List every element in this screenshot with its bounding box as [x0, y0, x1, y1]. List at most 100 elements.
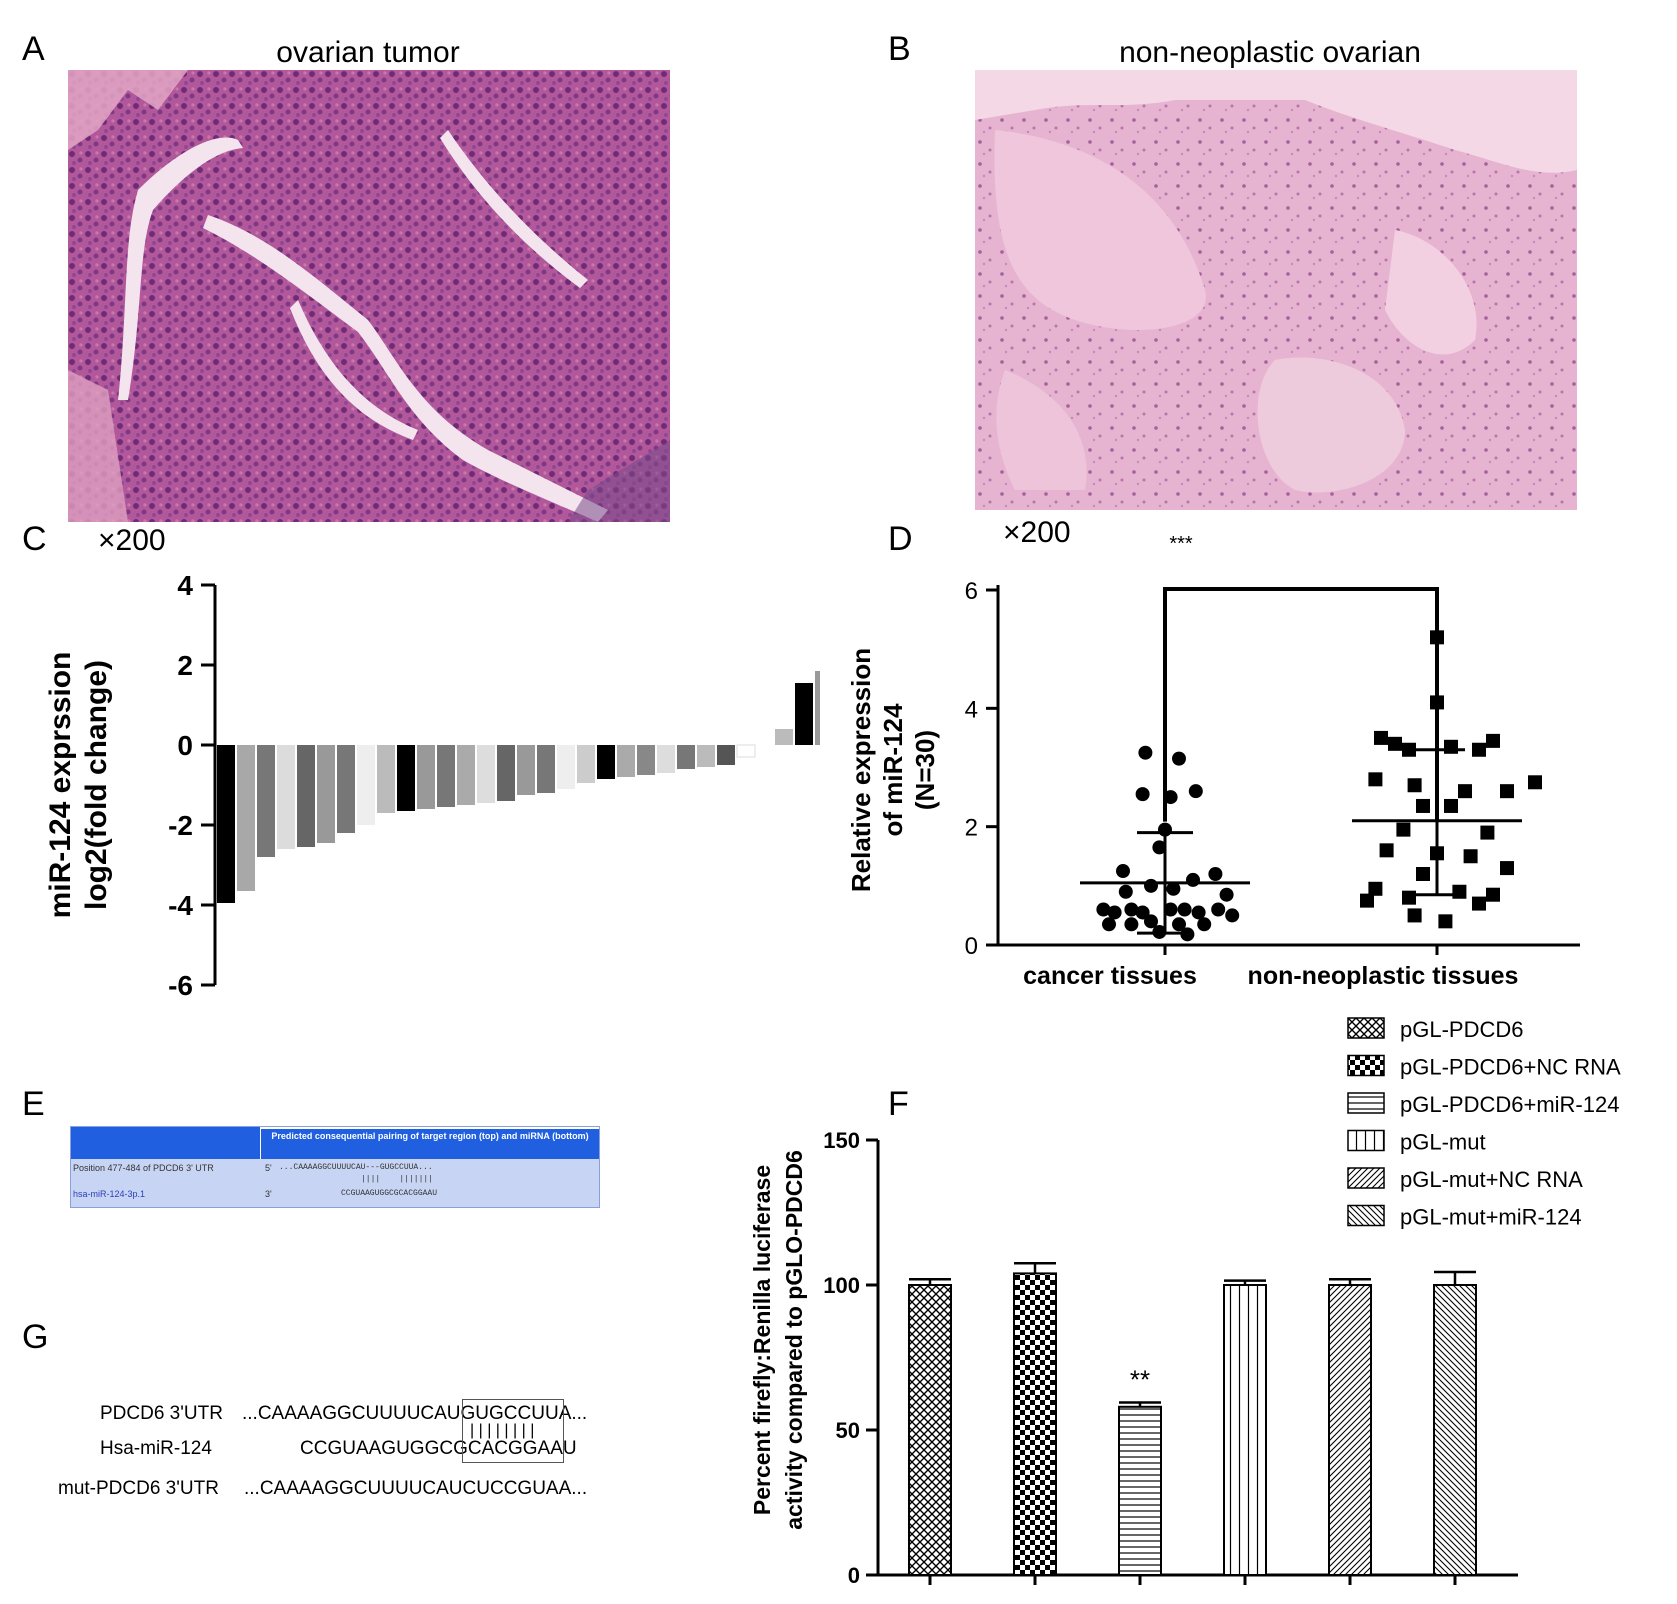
panel-b-title: non-neoplastic ovarian	[1119, 36, 1421, 69]
f-ylabel-line: Percent firefly:Renilla luciferase	[749, 1165, 775, 1515]
f-tick-label: 150	[823, 1128, 860, 1153]
d-ylabel-line: of miR-124	[878, 703, 908, 836]
d-bracket	[1163, 587, 1439, 822]
d-tick-label: 2	[965, 815, 978, 842]
f-legend-label: pGL-PDCD6+NC RNA	[1400, 1055, 1621, 1080]
d-point	[1388, 736, 1402, 751]
d-point	[1416, 867, 1430, 881]
d-point	[1407, 908, 1422, 923]
d-point	[1118, 884, 1133, 899]
d-point	[1172, 751, 1186, 766]
c-bar	[337, 745, 355, 833]
c-tick-label: -4	[168, 890, 193, 921]
d-point	[1107, 905, 1122, 920]
d-point	[1472, 742, 1486, 757]
f-tick-label: 50	[836, 1418, 860, 1443]
g-row1-name: PDCD6 3'UTR	[100, 1403, 223, 1424]
f-tick-label: 0	[848, 1563, 860, 1588]
d-x-label-normal: non-neoplastic tissues	[1248, 962, 1519, 990]
d-point	[1472, 896, 1486, 911]
panel-f-chart: Percent firefly:Renilla luciferase activi…	[749, 1017, 1621, 1588]
panel-a-title: ovarian tumor	[276, 36, 460, 69]
g-row3-seq: ...CAAAAGGCUUUUCAUCUCCGUAA...	[244, 1478, 588, 1499]
d-point	[1135, 905, 1150, 920]
panel-d-x-labels: cancer tissues non-neoplastic tissues	[1023, 962, 1518, 990]
table-body	[71, 1159, 599, 1207]
f-bar	[908, 1284, 952, 1576]
table-header-left	[71, 1127, 260, 1159]
d-point	[1458, 784, 1472, 799]
d-point	[1444, 798, 1458, 813]
f-legend-label: pGL-mut+NC RNA	[1400, 1167, 1583, 1192]
c-bar	[657, 745, 675, 773]
c-ylabel-line: miR-124 exprssion	[44, 652, 77, 919]
c-tick-label: 0	[177, 730, 193, 761]
g-row3-name: mut-PDCD6 3'UTR	[58, 1478, 219, 1499]
d-point	[1186, 872, 1200, 887]
d-point	[1163, 902, 1178, 917]
d-tick-label: 0	[965, 933, 978, 960]
c-tick-label: 2	[177, 650, 193, 681]
f-bar	[1118, 1405, 1162, 1576]
c-bar	[617, 745, 635, 777]
g-row2-seq: CCGUAAGUGGCGCACGGAAU	[300, 1438, 577, 1459]
d-point	[1177, 902, 1192, 917]
panel-label-f: F	[888, 1085, 909, 1123]
d-ylabel-line: (N=30)	[910, 730, 940, 810]
c-bar	[697, 745, 715, 767]
panel-d-chart: Relative expression of miR-124 (N=30) 0 2 4 6…	[846, 533, 1580, 990]
panel-f-y-axis-label: Percent firefly:Renilla luciferase activi…	[749, 1150, 807, 1530]
table-row1-prefix: 5'	[265, 1163, 272, 1173]
d-point	[1116, 864, 1130, 879]
c-bar	[736, 744, 756, 758]
c-bar	[775, 729, 793, 745]
d-point	[1188, 784, 1203, 799]
c-bar	[377, 745, 395, 813]
c-bar	[237, 745, 255, 891]
d-point	[1368, 881, 1383, 896]
d-point	[1374, 730, 1388, 745]
d-point	[1144, 914, 1158, 929]
d-point	[1197, 917, 1212, 932]
d-point	[1102, 917, 1116, 932]
d-point	[1416, 798, 1430, 813]
d-point	[1360, 893, 1374, 908]
table-header-right: Predicted consequential pairing of targe…	[261, 1129, 599, 1159]
c-ylabel-line: log2(fold change)	[80, 660, 113, 910]
c-bar	[397, 745, 415, 811]
c-tick-label: -2	[168, 810, 193, 841]
c-bar	[477, 745, 495, 803]
f-legend-swatch	[1347, 1017, 1385, 1039]
panel-c-y-axis-label: miR-124 exprssion log2(fold change)	[44, 652, 113, 919]
c-bar	[217, 745, 235, 903]
g-pair-marks: | | | | | | | |	[470, 1422, 535, 1439]
c-bar	[517, 745, 535, 795]
f-bar	[1223, 1284, 1267, 1576]
d-point	[1438, 914, 1453, 929]
d-point	[1463, 849, 1478, 864]
c-bar	[717, 745, 735, 765]
d-point	[1444, 739, 1458, 754]
d-significance-stars: ***	[1169, 533, 1193, 555]
f-legend-swatch	[1347, 1092, 1385, 1114]
d-point	[1144, 878, 1158, 893]
d-point	[1452, 884, 1467, 899]
f-legend-label: pGL-mut	[1400, 1130, 1486, 1155]
d-x-label-cancer: cancer tissues	[1023, 962, 1197, 990]
c-bar	[357, 745, 375, 825]
c-bar	[257, 745, 275, 857]
c-bar	[637, 745, 655, 775]
f-significance-stars: **	[1130, 1364, 1150, 1394]
panel-d-y-axis: 0 2 4 6	[965, 578, 1580, 960]
d-point	[1096, 902, 1111, 917]
f-legend-swatch	[1347, 1054, 1385, 1077]
c-bar	[537, 745, 555, 793]
table-row2-seq: CCGUAAGUGGCGCACGGAAU	[341, 1189, 438, 1198]
g-seed-box	[462, 1399, 564, 1463]
g-row2-name: Hsa-miR-124	[100, 1438, 212, 1459]
d-point	[1163, 790, 1178, 805]
d-ylabel-line: Relative expression	[846, 648, 876, 892]
d-point	[1124, 902, 1139, 917]
c-bar	[317, 745, 335, 843]
f-bar	[1328, 1284, 1372, 1576]
